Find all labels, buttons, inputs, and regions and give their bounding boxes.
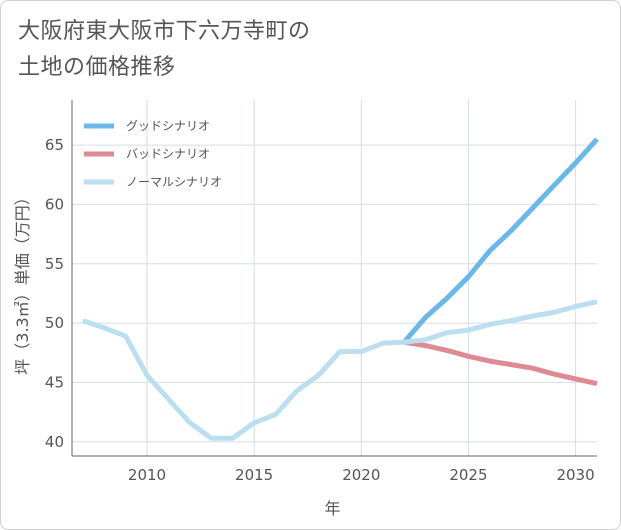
legend-label-1: グッドシナリオ bbox=[126, 119, 210, 133]
y-tick-label: 40 bbox=[45, 433, 64, 451]
y-tick-label: 65 bbox=[45, 136, 64, 154]
x-tick-label: 2015 bbox=[235, 466, 273, 484]
plot-area bbox=[72, 100, 597, 456]
chart-title-line-2: 土地の価格推移 bbox=[18, 55, 176, 80]
y-tick-label: 60 bbox=[45, 195, 64, 213]
series-line-2 bbox=[403, 339, 598, 387]
y-tick-label: 45 bbox=[45, 373, 64, 391]
chart-title: 大阪府東大阪市下六万寺町の 土地の価格推移 bbox=[18, 14, 311, 86]
x-axis-label: 年 bbox=[324, 499, 340, 518]
y-axis-label: 坪（3.3㎡）単価（万円） bbox=[13, 189, 32, 374]
chart-title-line-1: 大阪府東大阪市下六万寺町の bbox=[18, 19, 311, 44]
legend-label-3: ノーマルシナリオ bbox=[126, 175, 222, 189]
x-tick-label: 2010 bbox=[128, 466, 166, 484]
y-tick-label: 55 bbox=[45, 255, 64, 273]
y-tick-label: 50 bbox=[45, 314, 64, 332]
x-tick-label: 2030 bbox=[556, 466, 594, 484]
legend-label-2: バッドシナリオ bbox=[126, 147, 210, 161]
series-line-3 bbox=[81, 299, 598, 441]
x-tick-label: 2020 bbox=[342, 466, 380, 484]
x-tick-label: 2025 bbox=[449, 466, 487, 484]
series-line-1 bbox=[402, 137, 599, 344]
